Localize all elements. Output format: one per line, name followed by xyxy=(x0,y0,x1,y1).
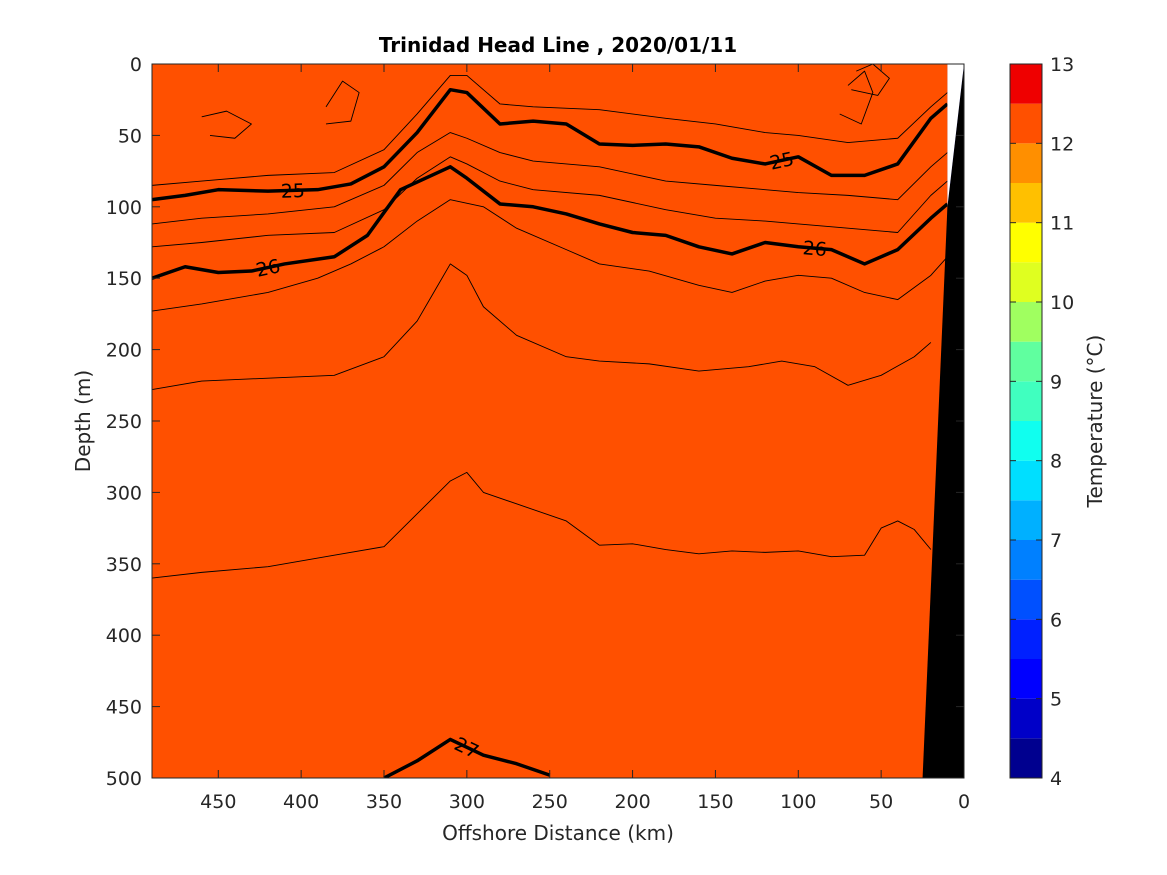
colorbar-segment xyxy=(1010,381,1042,421)
temperature-fill xyxy=(152,64,964,778)
density-contour-line xyxy=(839,70,874,125)
colorbar-segment xyxy=(1010,738,1042,778)
density-contour-line xyxy=(152,87,949,202)
density-contour-line xyxy=(152,165,949,280)
chart-title: Trinidad Head Line , 2020/01/11 xyxy=(379,33,737,57)
y-tick-label: 50 xyxy=(118,125,142,147)
colorbar-tick-label: 10 xyxy=(1050,292,1074,314)
colorbar-segment xyxy=(1010,222,1042,263)
colorbar-segment xyxy=(1010,659,1042,699)
x-tick-label: 300 xyxy=(449,791,485,813)
x-axis-label: Offshore Distance (km) xyxy=(442,821,674,845)
x-tick-label: 250 xyxy=(532,791,568,813)
colorbar-segment xyxy=(1010,64,1042,104)
density-contour-line xyxy=(152,132,948,225)
colorbar-segment xyxy=(1010,500,1042,540)
density-contour-line xyxy=(152,199,948,312)
colorbar-tick-label: 9 xyxy=(1050,371,1062,393)
colorbar-segment xyxy=(1010,103,1042,144)
x-tick-label: 450 xyxy=(200,791,236,813)
y-axis-label: Depth (m) xyxy=(71,370,95,472)
contour-label-text: 26 xyxy=(254,255,282,282)
colorbar-segment xyxy=(1010,579,1042,620)
colorbar-segment xyxy=(1010,421,1042,461)
colorbar-segment xyxy=(1010,302,1042,342)
colorbar-tick-label: 4 xyxy=(1050,768,1062,790)
density-contour-line xyxy=(152,471,932,579)
temperature-band xyxy=(152,64,948,778)
seafloor-mask xyxy=(922,64,964,778)
colorbar-segment xyxy=(1010,619,1042,659)
colorbar-tick-label: 5 xyxy=(1050,689,1062,711)
no-data-wedge xyxy=(947,64,964,207)
colorbar-segment xyxy=(1010,183,1042,223)
colorbar-tick-label: 11 xyxy=(1050,213,1074,235)
colorbar-label: Temperature (°C) xyxy=(1083,335,1107,509)
contour-label: 25 xyxy=(280,180,305,203)
colorbar-segment xyxy=(1010,341,1042,382)
density-contour-line xyxy=(851,64,890,96)
contour-label: 25 xyxy=(768,148,796,175)
y-tick-label: 500 xyxy=(106,768,142,790)
colorbar-segment xyxy=(1010,698,1042,739)
y-tick-label: 150 xyxy=(106,268,142,290)
density-contour-line xyxy=(152,156,948,248)
colorbar-segment xyxy=(1010,540,1042,580)
y-tick-label: 450 xyxy=(106,697,142,719)
colorbar-tick-label: 13 xyxy=(1050,54,1074,76)
contour-label-text: 26 xyxy=(802,237,828,261)
y-tick-label: 400 xyxy=(106,625,142,647)
density-contour-line xyxy=(201,110,252,139)
contour-label: 26 xyxy=(802,237,828,261)
colorbar: 4 5 6 7 8 9 10 11 12 13 xyxy=(1010,54,1074,790)
colorbar-segment xyxy=(1010,262,1042,302)
x-tick-label: 100 xyxy=(780,791,816,813)
y-tick-label: 0 xyxy=(130,54,142,76)
density-contour-line xyxy=(383,737,551,778)
contour-label-text: 25 xyxy=(280,180,305,203)
colorbar-tick-label: 6 xyxy=(1050,609,1062,631)
x-tick-label: 50 xyxy=(869,791,893,813)
contour-label-text: 25 xyxy=(768,148,796,175)
x-tick-label: 200 xyxy=(614,791,650,813)
colorbar-segment xyxy=(1010,460,1042,501)
colorbar-tick-label: 7 xyxy=(1050,530,1062,552)
y-tick-label: 100 xyxy=(106,197,142,219)
colorbar-tick-label: 8 xyxy=(1050,451,1062,473)
bathymetry-mask xyxy=(922,64,964,778)
colorbar-segment xyxy=(1010,143,1042,183)
density-contour-line xyxy=(325,80,360,125)
colorbar-frame xyxy=(1009,63,1043,779)
x-tick-label: 400 xyxy=(283,791,319,813)
y-tick-label: 350 xyxy=(106,554,142,576)
density-contour-line xyxy=(152,74,948,186)
density-contours xyxy=(152,64,949,778)
y-tick-label: 200 xyxy=(106,340,142,362)
x-tick-label: 350 xyxy=(366,791,402,813)
y-axis: 0 50 100 150 200 250 300 350 400 450 500 xyxy=(106,54,964,790)
density-contour-line xyxy=(152,263,932,391)
y-tick-label: 250 xyxy=(106,411,142,433)
contour-label: 26 xyxy=(254,255,282,282)
y-tick-label: 300 xyxy=(106,482,142,504)
x-tick-label: 150 xyxy=(697,791,733,813)
x-tick-label: 0 xyxy=(958,791,970,813)
colorbar-tick-label: 12 xyxy=(1050,133,1074,155)
x-axis: 450 400 350 300 250 200 150 100 50 0 xyxy=(200,64,970,813)
